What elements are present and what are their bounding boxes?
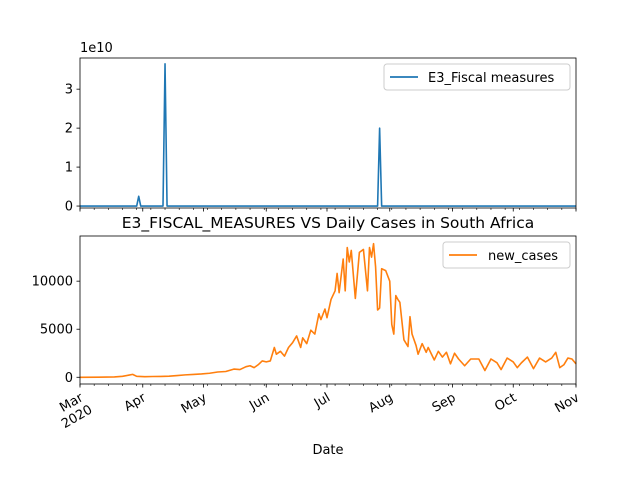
top-y-tick-label: 3 (65, 83, 73, 98)
bottom-x-axis-label: Date (312, 443, 343, 458)
top-axes: 1e10 0 1 2 3 E3_Fiscal measures (65, 41, 577, 215)
top-y-ticks: 0 1 2 3 (65, 83, 80, 215)
bottom-series-line (79, 242, 577, 379)
top-legend: E3_Fiscal measures (383, 63, 571, 91)
bottom-y-ticks: 0 5000 10000 (32, 275, 80, 386)
bottom-y-tick-label: 5000 (40, 323, 73, 338)
bottom-y-tick-label: 0 (65, 371, 73, 386)
bottom-chart-title: E3_FISCAL_MEASURES VS Daily Cases in Sou… (122, 214, 535, 233)
bottom-x-tick-label-line: Jul (311, 390, 333, 411)
top-series-line (80, 63, 576, 207)
bottom-axes-frame (79, 235, 577, 385)
top-x-ticks (79, 208, 577, 212)
top-axes-frame (79, 57, 577, 209)
bottom-series-lines (79, 242, 577, 379)
top-legend-box (383, 63, 571, 91)
bottom-x-tick-label: Jul (311, 390, 333, 411)
top-y-tick-label: 1 (65, 161, 73, 176)
bottom-legend-label: new_cases (488, 249, 558, 264)
bottom-legend: new_cases (442, 241, 571, 269)
bottom-legend-box (442, 241, 571, 269)
top-y-tick-label: 2 (65, 122, 73, 137)
top-legend-label: E3_Fiscal measures (428, 71, 554, 86)
top-y-tick-label: 0 (65, 200, 73, 215)
top-series-lines (80, 63, 576, 207)
top-offset-text: 1e10 (80, 41, 113, 56)
bottom-y-tick-label: 10000 (32, 275, 73, 290)
